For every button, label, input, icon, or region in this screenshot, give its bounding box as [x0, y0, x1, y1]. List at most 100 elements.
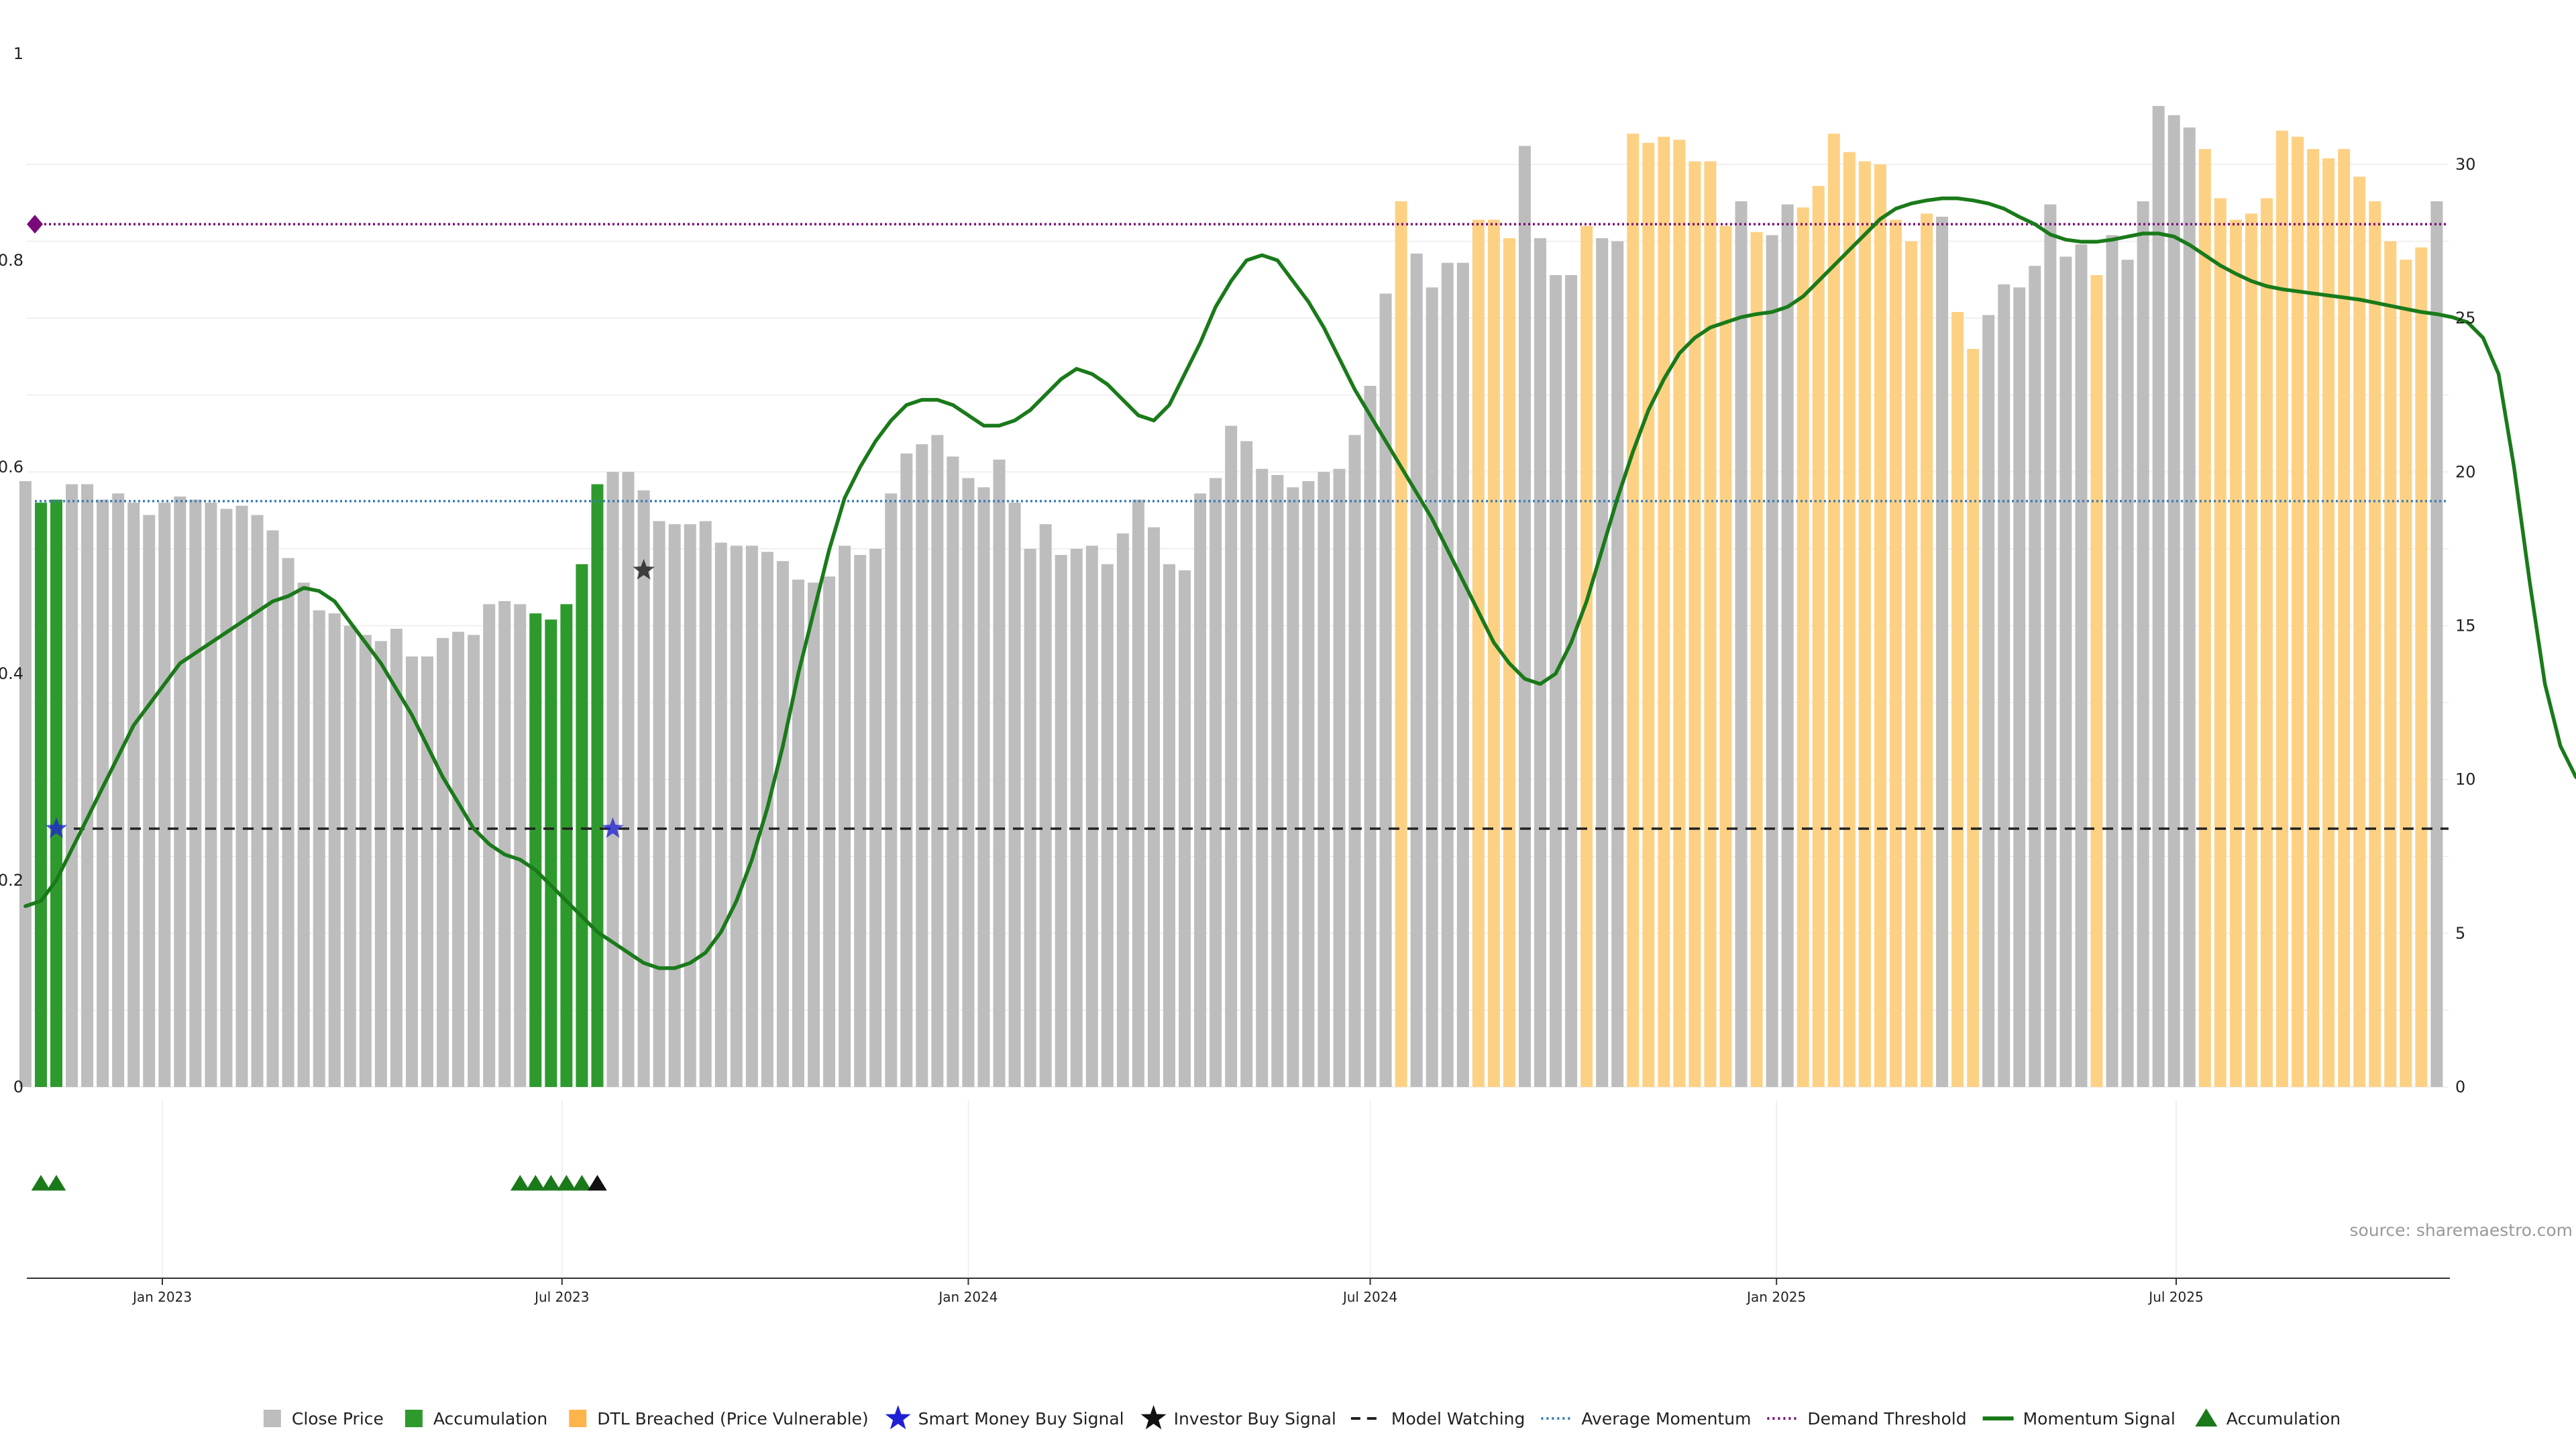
bar — [792, 579, 804, 1087]
bar — [1611, 241, 1624, 1087]
bar — [421, 656, 433, 1087]
legend-star-icon — [885, 1405, 911, 1430]
bar — [1333, 468, 1346, 1087]
bar — [1921, 213, 1933, 1087]
bar — [1147, 527, 1160, 1087]
bar — [931, 435, 944, 1087]
bar — [405, 656, 418, 1087]
bar — [1534, 238, 1546, 1087]
bar — [885, 493, 898, 1087]
bar — [514, 604, 527, 1087]
accumulation-marker — [510, 1175, 530, 1191]
bar — [1024, 548, 1036, 1087]
y-left-tick-label: 1 — [13, 44, 23, 63]
bar — [2198, 149, 2211, 1087]
bar — [66, 484, 78, 1087]
bar — [2075, 244, 2088, 1088]
bar — [1719, 225, 1732, 1088]
x-tick-label: Jul 2025 — [2147, 1289, 2203, 1305]
bar — [622, 472, 635, 1087]
bar — [1596, 238, 1609, 1087]
bar — [1982, 315, 1995, 1087]
accumulation-marker — [588, 1175, 607, 1191]
bar — [2384, 241, 2397, 1087]
bar — [1874, 164, 1886, 1087]
legend-swatch — [569, 1410, 587, 1427]
bar — [916, 444, 928, 1087]
bar — [1688, 161, 1701, 1088]
bar — [1379, 293, 1392, 1087]
bar — [1039, 524, 1052, 1087]
bar — [1750, 231, 1763, 1087]
bar — [1456, 262, 1469, 1088]
bar — [1827, 134, 1840, 1088]
x-tick-label: Jan 2025 — [1746, 1289, 1806, 1305]
bar — [1936, 216, 1949, 1088]
accumulation-marker — [541, 1175, 561, 1191]
y-right-tick-label: 20 — [2455, 462, 2476, 481]
bar — [1348, 435, 1361, 1087]
bar — [1673, 140, 1686, 1087]
bar — [2292, 136, 2304, 1087]
y-left-tick-label: 0.8 — [0, 251, 23, 270]
bar — [1565, 275, 1578, 1087]
bar — [993, 460, 1006, 1087]
bar — [1472, 219, 1485, 1087]
bar — [1287, 487, 1299, 1087]
bar — [2276, 130, 2288, 1087]
bar — [839, 546, 851, 1087]
signal-markers — [27, 215, 655, 1191]
accumulation-marker — [46, 1175, 66, 1191]
bar — [1889, 219, 1902, 1087]
bar — [962, 478, 975, 1087]
accumulation-marker — [572, 1175, 592, 1191]
bar — [1843, 152, 1856, 1088]
investor-buy-marker — [633, 559, 655, 580]
bar — [1070, 548, 1083, 1087]
bar — [343, 625, 356, 1087]
bar — [2245, 213, 2257, 1087]
bar — [2353, 176, 2366, 1087]
bar — [34, 503, 47, 1087]
bar — [2013, 287, 2026, 1087]
bar — [745, 546, 758, 1087]
bar — [2167, 115, 2180, 1088]
bar — [2090, 275, 2103, 1087]
bar — [143, 515, 156, 1087]
bar — [1905, 241, 1917, 1087]
bar — [2044, 204, 2057, 1087]
bar — [498, 601, 511, 1087]
y-right-tick-label: 10 — [2455, 770, 2476, 789]
bar — [359, 635, 372, 1087]
legend-label: Accumulation — [433, 1409, 547, 1429]
bar — [1796, 207, 1809, 1088]
bar — [1967, 349, 1980, 1087]
bar — [158, 503, 171, 1087]
bar — [1225, 425, 1238, 1087]
x-tick-label: Jul 2023 — [533, 1289, 589, 1305]
legend-star-icon — [1140, 1405, 1167, 1430]
bar — [545, 619, 557, 1087]
bar — [19, 481, 32, 1087]
legend-triangle-icon — [2195, 1408, 2218, 1427]
bar — [2369, 201, 2381, 1087]
legend-label: Smart Money Buy Signal — [918, 1409, 1124, 1429]
y-right-tick-label: 15 — [2455, 617, 2476, 635]
bar — [1395, 201, 1407, 1087]
legend-label: Investor Buy Signal — [1174, 1409, 1336, 1429]
y-right-tick-label: 30 — [2455, 155, 2476, 174]
bar — [1364, 386, 1377, 1087]
bar — [1658, 136, 1670, 1087]
bar — [854, 555, 867, 1087]
bar — [1812, 186, 1825, 1087]
bar — [2137, 201, 2149, 1087]
bar — [2106, 235, 2118, 1088]
bar — [81, 484, 94, 1087]
bar — [653, 521, 665, 1087]
accumulation-marker — [525, 1175, 545, 1191]
y-left-tick-label: 0 — [13, 1078, 23, 1096]
bar — [1735, 201, 1748, 1087]
y-left-tick-label: 0.2 — [0, 871, 23, 890]
accumulation-marker — [31, 1175, 51, 1191]
